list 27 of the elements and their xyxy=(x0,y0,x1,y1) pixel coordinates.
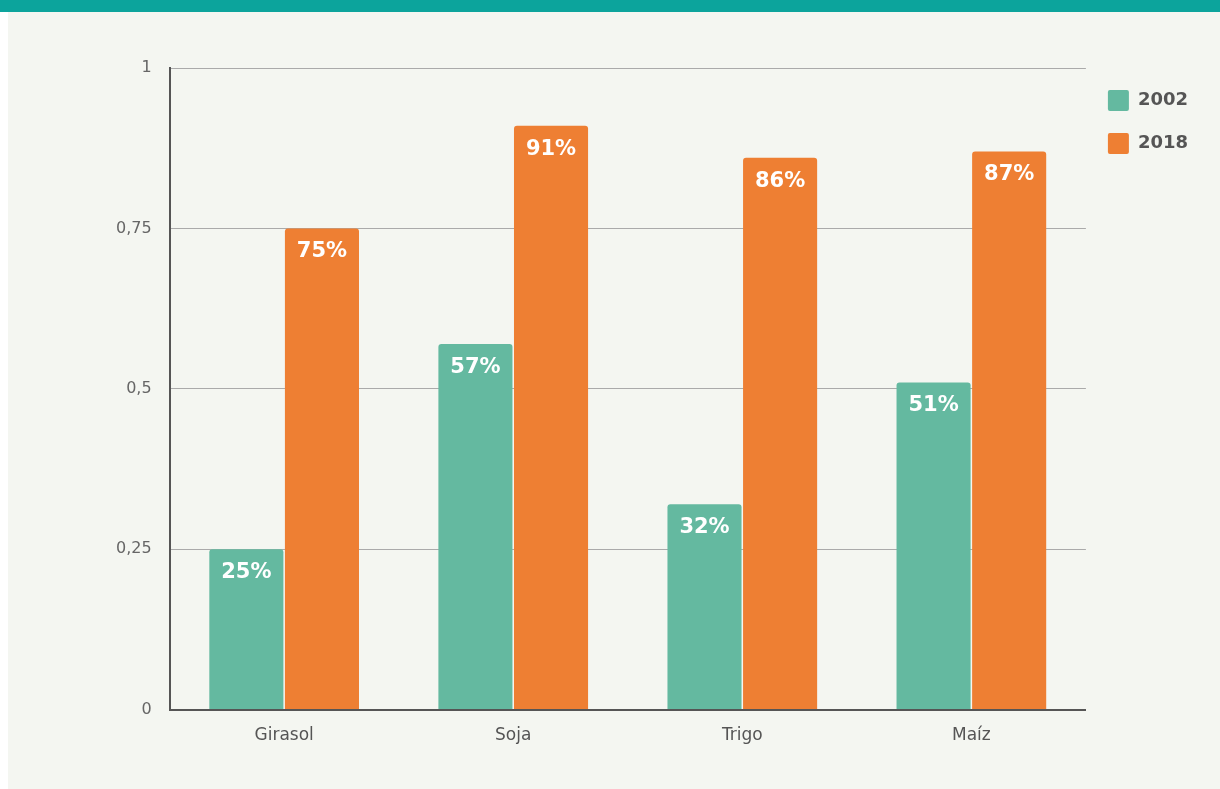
y-tick-label: 0 xyxy=(141,698,152,718)
data-label: 32% xyxy=(679,514,730,539)
y-tick-label: 0,25 xyxy=(116,538,152,558)
legend-label: 2002 xyxy=(1137,88,1189,110)
bar xyxy=(284,228,359,710)
data-label: 57% xyxy=(450,353,501,378)
y-tick-label: 0,75 xyxy=(116,217,152,237)
bar xyxy=(209,549,284,710)
data-label: 51% xyxy=(908,392,959,417)
bar xyxy=(743,157,818,710)
x-tick-label: Girasol xyxy=(254,724,314,745)
bar xyxy=(438,343,513,710)
bar xyxy=(896,382,971,710)
y-tick-label: 0,5 xyxy=(126,377,152,397)
bar xyxy=(513,125,589,710)
data-label: 87% xyxy=(984,161,1035,186)
data-label: 91% xyxy=(525,135,577,160)
x-tick-label: Trigo xyxy=(720,724,763,745)
bar xyxy=(667,504,742,710)
x-tick-label: Maíz xyxy=(952,724,991,745)
y-tick-label: 1 xyxy=(141,57,152,77)
legend-label: 2018 xyxy=(1137,131,1189,153)
data-label: 25% xyxy=(221,559,272,584)
data-label: 86% xyxy=(754,167,806,192)
x-tick-label: Soja xyxy=(495,724,532,745)
bar xyxy=(972,151,1047,710)
data-label: 75% xyxy=(296,238,348,263)
